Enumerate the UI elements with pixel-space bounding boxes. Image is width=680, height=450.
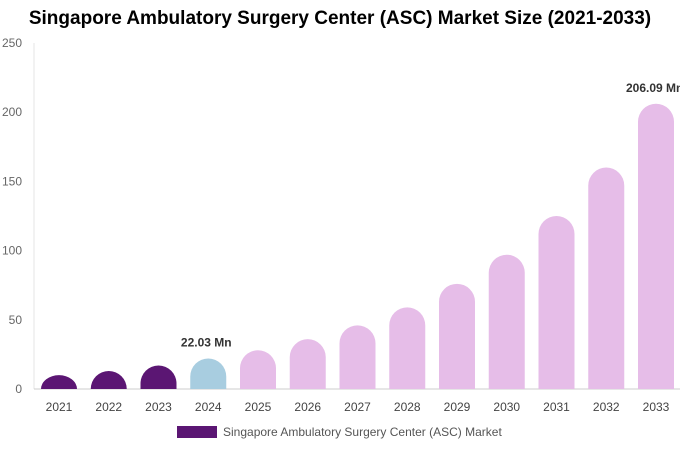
bar-2024 [190, 358, 227, 389]
bar-2025 [240, 350, 276, 389]
y-tick-label: 150 [2, 174, 22, 188]
x-tick-label-2032: 2032 [593, 400, 620, 414]
data-label-2033: 206.09 Mn [626, 81, 680, 95]
y-tick-label: 200 [2, 105, 22, 119]
bar-2023 [140, 365, 177, 389]
x-tick-label-2028: 2028 [394, 400, 421, 414]
x-tick-label-2023: 2023 [145, 400, 172, 414]
bar-2029 [439, 283, 475, 389]
bar-2021 [41, 375, 77, 389]
x-tick-label-2025: 2025 [245, 400, 272, 414]
legend-label: Singapore Ambulatory Surgery Center (ASC… [223, 425, 502, 439]
x-tick-label-2022: 2022 [95, 400, 122, 414]
bar-2027 [339, 325, 376, 389]
bar-2030 [488, 254, 525, 389]
legend: Singapore Ambulatory Surgery Center (ASC… [177, 425, 502, 439]
y-tick-label: 250 [2, 36, 22, 50]
x-tick-label-2031: 2031 [543, 400, 570, 414]
x-tick-label-2027: 2027 [344, 400, 371, 414]
x-tick-label-2024: 2024 [195, 400, 222, 414]
bar-2031 [538, 216, 575, 389]
bar-2022 [90, 371, 127, 389]
data-label-2024: 22.03 Mn [181, 336, 232, 350]
bar-2028 [389, 307, 426, 389]
chart-title: Singapore Ambulatory Surgery Center (ASC… [28, 8, 652, 29]
bar-2033 [638, 103, 674, 390]
x-tick-label-2021: 2021 [46, 400, 73, 414]
x-tick-label-2033: 2033 [643, 400, 670, 414]
y-tick-label: 0 [15, 382, 22, 396]
x-tick-label-2030: 2030 [493, 400, 520, 414]
legend-swatch [177, 426, 217, 438]
y-tick-label: 100 [2, 244, 22, 258]
y-tick-label: 50 [9, 313, 23, 327]
x-tick-label-2026: 2026 [294, 400, 321, 414]
bar-2026 [289, 339, 326, 389]
x-tick-label-2029: 2029 [444, 400, 471, 414]
bar-2032 [588, 167, 625, 389]
